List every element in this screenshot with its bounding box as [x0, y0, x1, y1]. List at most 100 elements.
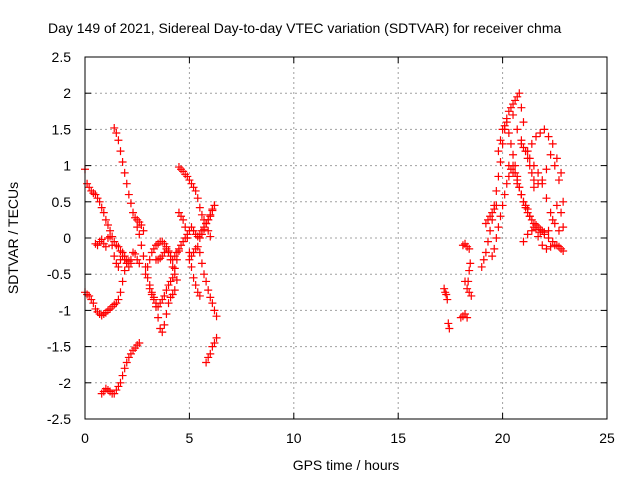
data-point	[168, 255, 177, 264]
series-sat-n	[202, 333, 221, 367]
data-point	[185, 255, 194, 264]
data-point	[97, 203, 106, 212]
x-tick-label: 5	[186, 430, 194, 446]
data-point	[118, 277, 127, 286]
data-point	[191, 244, 200, 253]
data-point	[110, 300, 119, 309]
series-sat-z	[519, 225, 566, 253]
data-point	[519, 143, 528, 152]
data-point	[502, 118, 511, 127]
data-point	[129, 208, 138, 217]
data-point	[509, 100, 518, 109]
data-point	[529, 223, 538, 232]
data-point	[149, 295, 158, 304]
data-point	[164, 281, 173, 290]
data-point	[519, 197, 528, 206]
data-point	[189, 226, 198, 235]
data-point	[183, 172, 192, 181]
data-point	[204, 215, 213, 224]
data-point	[83, 290, 92, 299]
data-point	[513, 179, 522, 188]
data-point	[210, 201, 219, 210]
data-point	[519, 237, 528, 246]
data-point	[133, 215, 142, 224]
data-point	[465, 266, 474, 275]
data-point	[103, 234, 112, 242]
data-point	[135, 259, 144, 268]
data-point	[552, 201, 561, 210]
data-point	[534, 232, 543, 241]
data-point	[168, 290, 177, 299]
grid	[85, 57, 607, 419]
data-point	[129, 248, 138, 257]
data-point	[160, 248, 169, 257]
data-point	[546, 208, 555, 217]
data-point	[139, 226, 148, 235]
data-point	[160, 320, 169, 329]
x-tick-label: 25	[599, 430, 615, 446]
data-point	[517, 139, 526, 148]
data-point	[116, 247, 125, 256]
data-point	[101, 215, 110, 224]
data-point	[509, 168, 518, 177]
data-point	[527, 215, 536, 224]
data-point	[463, 284, 472, 293]
data-point	[106, 232, 115, 241]
data-point	[195, 234, 204, 242]
data-point	[504, 172, 513, 181]
data-point	[536, 129, 545, 138]
data-point	[143, 273, 152, 282]
data-point	[517, 190, 526, 199]
data-point	[559, 197, 568, 206]
data-point	[506, 139, 515, 148]
data-point	[206, 232, 215, 241]
data-point	[202, 277, 211, 286]
data-point	[131, 213, 140, 222]
data-point	[187, 179, 196, 188]
data-point	[108, 241, 117, 250]
series-sat-aa	[544, 201, 568, 235]
data-point	[189, 183, 198, 192]
data-point	[458, 241, 467, 250]
data-point	[504, 107, 513, 116]
data-point	[112, 259, 121, 268]
data-point	[443, 295, 452, 304]
data-point	[179, 237, 188, 246]
data-point	[95, 237, 104, 246]
data-point	[87, 186, 96, 195]
data-point	[151, 302, 160, 311]
data-point	[133, 255, 142, 264]
data-point	[122, 179, 131, 188]
y-tick-label: 1.5	[52, 121, 72, 137]
data-point	[210, 338, 219, 347]
data-point	[103, 306, 112, 315]
data-point	[195, 291, 204, 300]
data-point	[542, 244, 551, 253]
data-point	[193, 288, 202, 297]
data-point	[532, 132, 541, 141]
data-point	[515, 89, 524, 98]
data-point	[513, 92, 522, 101]
data-point	[509, 150, 518, 159]
data-point	[481, 219, 490, 228]
data-point	[483, 215, 492, 224]
plot-frame	[84, 56, 608, 420]
data-point	[465, 288, 474, 297]
data-point	[149, 244, 158, 253]
data-point	[139, 252, 148, 261]
data-point	[521, 147, 530, 156]
data-point	[164, 299, 173, 308]
data-point	[521, 201, 530, 210]
data-point	[550, 161, 559, 170]
data-point	[166, 277, 175, 286]
data-point	[206, 293, 215, 302]
data-point	[509, 110, 518, 119]
data-point	[193, 194, 202, 203]
x-axis-label: GPS time / hours	[293, 457, 400, 473]
data-point	[143, 262, 152, 271]
data-point	[536, 228, 545, 237]
data-point	[101, 242, 110, 251]
data-point	[544, 234, 553, 242]
data-point	[147, 290, 156, 299]
data-point	[158, 295, 167, 304]
